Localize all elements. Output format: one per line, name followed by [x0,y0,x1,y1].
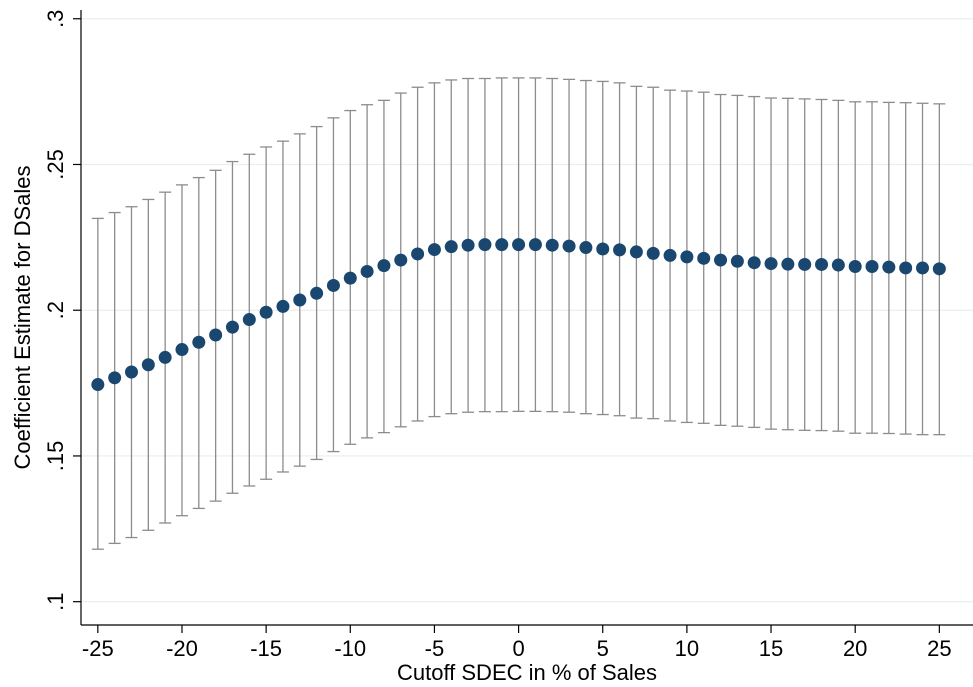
x-axis-title: Cutoff SDEC in % of Sales [397,660,657,685]
data-point [714,253,728,267]
axes: -25 -20 -15 -10 -5 0 5 10 15 20 25 .1 .15 .2 .25 .3 [43,10,973,661]
data-point [663,248,677,262]
x-tick-label: 10 [675,636,699,661]
data-point [916,261,930,275]
y-tick-label: .2 [43,301,68,319]
data-point [629,245,643,259]
data-point [394,253,408,267]
data-point [781,257,795,271]
y-tick-label: .1 [43,593,68,611]
data-point [815,257,829,271]
data-point [427,243,441,257]
data-point [899,261,913,275]
data-point [209,328,223,342]
data-point [444,240,458,254]
x-tick-label: 5 [597,636,609,661]
data-point [545,238,559,252]
y-tick-label: .15 [43,441,68,472]
data-point [613,243,627,257]
y-tick-label: .25 [43,149,68,180]
x-tick-label: 15 [759,636,783,661]
data-point [478,238,492,252]
data-point [242,313,256,327]
data-point [882,260,896,274]
error-bars [91,77,946,550]
x-tick-label: -10 [334,636,366,661]
data-point [579,241,593,255]
data-point [91,378,105,392]
data-point [730,254,744,268]
data-point [276,299,290,313]
data-point [680,250,694,264]
data-point [310,286,324,300]
y-axis-title: Coefficient Estimate for DSales [10,165,35,469]
data-point [831,258,845,272]
data-point [158,350,172,364]
data-point [225,320,239,334]
x-tick-label: -15 [250,636,282,661]
data-point [646,246,660,260]
x-tick-label: 25 [927,636,951,661]
data-point [259,305,273,319]
x-tick-label: 20 [843,636,867,661]
data-point [124,365,138,379]
data-point [377,259,391,273]
data-point [747,256,761,270]
x-tick-label: -20 [166,636,198,661]
data-point [175,343,189,357]
x-tick-label: 0 [512,636,524,661]
data-point [798,257,812,271]
data-point [697,251,711,265]
data-point [141,358,155,372]
data-point [293,293,307,307]
point-estimates [91,238,946,392]
data-point [596,242,610,256]
data-point [326,278,340,292]
data-point [343,271,357,285]
data-point [108,371,122,385]
data-point [932,262,946,276]
x-tick-label: -25 [82,636,114,661]
data-point [495,238,509,252]
data-point [848,259,862,273]
data-point [461,238,475,252]
data-point [192,335,206,349]
data-point [562,239,576,253]
grid-lines [81,18,973,603]
data-point [512,238,526,252]
data-point [764,257,778,271]
data-point [360,264,374,278]
x-tick-label: -5 [425,636,445,661]
y-tick-label: .3 [43,10,68,28]
data-point [411,247,425,261]
data-point [528,238,542,252]
data-point [865,259,879,273]
